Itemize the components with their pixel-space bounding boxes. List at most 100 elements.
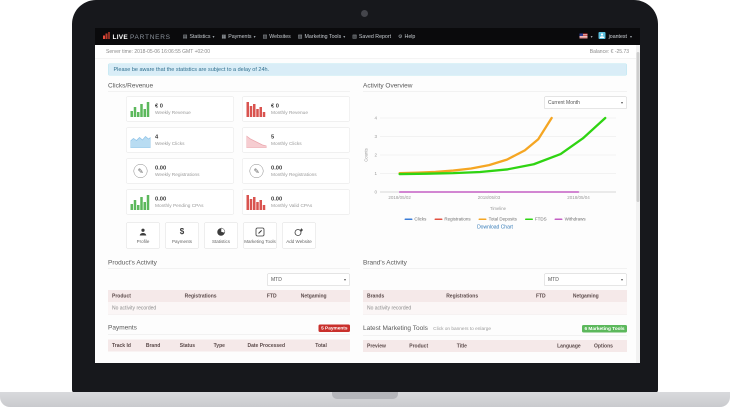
- us-flag-icon[interactable]: [579, 32, 588, 41]
- stat-tile-monthly-pending-cpas: 0.00 Monthly Pending CPAs: [126, 189, 234, 215]
- nav-item-saved-report[interactable]: ▨ Saved Report: [352, 34, 391, 40]
- legend-label: FTDS: [534, 216, 547, 222]
- stat-tile-label: Monthly Pending CPAs: [155, 202, 204, 209]
- pie-chart-icon: [217, 227, 226, 237]
- marketing-tools-icon: ▧: [297, 33, 303, 40]
- quick-button-label: Statistics: [211, 239, 230, 244]
- stat-tile-text: € 0 Monthly Revenue: [271, 103, 308, 116]
- page-scrollbar[interactable]: [636, 45, 640, 363]
- legend-item-clicks[interactable]: Clicks: [404, 217, 426, 222]
- stat-tile-label: Monthly Clicks: [271, 140, 302, 147]
- marketing-tools-subtitle: Click on banners to enlarge: [433, 326, 491, 332]
- section-brands-activity: Brand's Activity MTD ▾ Brands Registratio…: [363, 259, 627, 315]
- stat-tile-weekly-clicks: 4 Weekly Clicks: [126, 127, 234, 153]
- column-header-options: Options: [594, 343, 613, 349]
- activity-overview-title: Activity Overview: [363, 81, 413, 90]
- profile-icon: [139, 227, 148, 237]
- chevron-down-icon: ▾: [253, 34, 256, 39]
- column-header-preview: Preview: [367, 343, 386, 349]
- nav-item-payments[interactable]: ▦ Payments ▾: [221, 34, 255, 40]
- bar-chart-green-icon: [130, 194, 151, 210]
- column-header-ftd: FTD: [535, 293, 546, 299]
- stat-tile-value: 4: [155, 133, 159, 140]
- balance: Balance: € -25.73: [589, 48, 629, 55]
- svg-text:2: 2: [374, 153, 377, 158]
- table-header-row: Preview Product Title Language Options: [363, 340, 627, 352]
- stat-tile-monthly-revenue: € 0 Monthly Revenue: [242, 96, 350, 122]
- nav-item-marketing-tools[interactable]: ▧ Marketing Tools ▾: [298, 34, 345, 40]
- column-header-ftd: FTD: [266, 293, 277, 299]
- brand-logo[interactable]: LIVE PARTNERS: [103, 31, 171, 42]
- stat-tile-weekly-registrations: ✎ 0.00 Weekly Registrations: [126, 158, 234, 184]
- legend-item-withdraws[interactable]: Withdraws: [554, 217, 586, 222]
- nav-item-label: Help: [404, 33, 416, 40]
- stat-tile-value: 0.00: [271, 164, 283, 171]
- user-menu[interactable]: joantest: [608, 33, 627, 40]
- products-activity-table: Product Registrations FTD Netgaming No activ…: [108, 290, 350, 315]
- statistics-button[interactable]: Statistics: [204, 222, 238, 249]
- period-select-activity[interactable]: Current Month ▾: [544, 96, 627, 109]
- nav-item-label: Saved Report: [358, 33, 392, 40]
- table-empty-row: No activity recorded: [108, 302, 350, 315]
- status-bar: Server time: 2018-05-06 16:06:55 GMT +02…: [95, 45, 640, 59]
- area-chart-blue-icon: [130, 132, 151, 148]
- stat-tile-text: € 0 Weekly Revenue: [155, 103, 191, 116]
- svg-text:0: 0: [374, 190, 377, 195]
- column-header-title: Title: [456, 343, 467, 349]
- column-header-status: Status: [179, 342, 196, 349]
- marketing-tools-title: Latest Marketing Tools: [363, 324, 428, 332]
- help-icon: ⚙: [398, 33, 403, 40]
- table-header-row: Product Registrations FTD Netgaming: [108, 290, 350, 302]
- payments-icon: ▦: [221, 33, 227, 40]
- section-activity-overview: Activity Overview Current Month ▾ 0 1 2 3 4 2…: [363, 82, 627, 249]
- stats-delay-alert: Please be aware that the statistics are …: [108, 63, 627, 76]
- nav-item-statistics[interactable]: ▤ Statistics ▾: [183, 34, 215, 40]
- column-header-total: Total: [315, 342, 327, 349]
- nav-item-label: Marketing Tools: [304, 33, 342, 40]
- payments-count-badge: 5 Payments: [318, 324, 350, 332]
- statistics-icon: ▤: [182, 33, 188, 40]
- scrollbar-thumb[interactable]: [636, 52, 640, 202]
- websites-icon: ▥: [262, 33, 268, 40]
- legend-item-total-deposits[interactable]: Total Deposits: [478, 217, 517, 222]
- svg-text:3: 3: [374, 134, 377, 139]
- brand-live-text: LIVE: [112, 32, 128, 41]
- user-caret-icon[interactable]: ▾: [629, 34, 632, 39]
- marketing-tools-button[interactable]: Marketing Tools: [243, 222, 277, 249]
- chart-legend: Clicks Registrations Total Deposits FTDS Wit…: [363, 217, 627, 222]
- legend-swatch: [434, 218, 443, 220]
- section-payments: Payments 5 Payments Track Id Brand Status T…: [108, 324, 350, 353]
- stat-tile-text: 0.00 Monthly Valid CPAs: [271, 196, 312, 209]
- dollar-icon: $: [179, 227, 185, 237]
- webcam-dot: [361, 10, 368, 17]
- clicks-revenue-title: Clicks/Revenue: [108, 81, 154, 90]
- laptop-base: [0, 392, 730, 407]
- add-website-button[interactable]: Add Website: [282, 222, 316, 249]
- section-products-activity: Product's Activity MTD ▾ Product Registra…: [108, 259, 350, 315]
- stat-tile-text: 0.00 Monthly Registrations: [271, 165, 317, 178]
- laptop-screen: LIVE PARTNERS ▤ Statistics ▾ ▦ Payments ▾ ▥ Web…: [95, 28, 640, 363]
- stat-tile-value: € 0: [271, 102, 279, 109]
- column-header-type: Type: [213, 342, 225, 349]
- stat-tile-label: Weekly Revenue: [155, 109, 191, 116]
- payments-title: Payments: [108, 323, 137, 332]
- legend-item-ftds[interactable]: FTDS: [524, 216, 547, 222]
- svg-text:Counts: Counts: [364, 148, 369, 161]
- profile-button[interactable]: Profile: [126, 222, 160, 249]
- column-header-registrations: Registrations: [446, 293, 479, 299]
- chevron-down-icon: ▾: [620, 277, 623, 283]
- period-select-brands[interactable]: MTD ▾: [544, 273, 627, 286]
- legend-item-registrations[interactable]: Registrations: [434, 217, 471, 222]
- download-chart-link[interactable]: Download Chart: [477, 224, 513, 231]
- nav-item-help[interactable]: ⚙ Help: [398, 34, 415, 40]
- period-select-products[interactable]: MTD ▾: [267, 273, 350, 286]
- nav-item-websites[interactable]: ▥ Websites: [263, 34, 291, 40]
- legend-swatch: [554, 218, 563, 220]
- table-header-row: Brands Registrations FTD Netgaming: [363, 290, 627, 302]
- bar-chart-logo-icon: [103, 31, 111, 42]
- column-header-netgaming: Netgaming: [572, 293, 599, 299]
- column-header-product: Product: [409, 343, 429, 349]
- column-header-registrations: Registrations: [184, 293, 217, 299]
- language-caret-icon[interactable]: ▾: [590, 34, 593, 39]
- payments-button[interactable]: $ Payments: [165, 222, 199, 249]
